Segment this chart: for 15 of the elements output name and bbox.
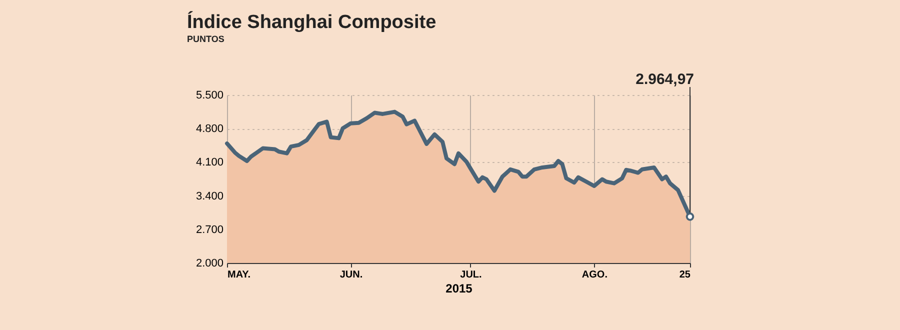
x-tick-label: 25 xyxy=(679,270,691,280)
x-tick-label: JUL. xyxy=(460,270,482,280)
text: 2.964,97 xyxy=(636,71,694,88)
chart-title: Índice Shanghai Composite xyxy=(187,11,436,33)
y-tick-label: 4.100 xyxy=(196,156,224,169)
x-tick-label: MAY. xyxy=(228,270,251,280)
x-tick-label: JUN. xyxy=(340,270,363,280)
x-axis-title: 2015 xyxy=(446,282,473,296)
x-tick-label: AGO. xyxy=(582,270,608,280)
y-tick-label: 2.000 xyxy=(196,258,224,270)
y-tick-label: 5.500 xyxy=(196,90,224,102)
chart-subtitle: PUNTOS xyxy=(187,34,224,44)
y-tick-label: 4.800 xyxy=(196,123,224,136)
y-tick-label: 2.700 xyxy=(196,224,224,236)
y-tick-label: 3.400 xyxy=(196,190,224,202)
